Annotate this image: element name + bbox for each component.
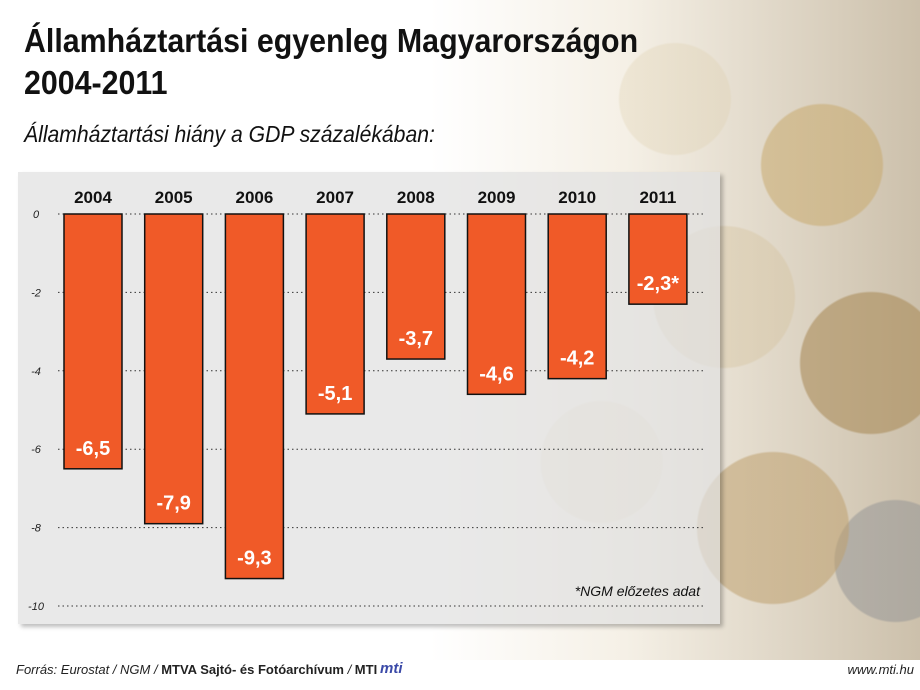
data-label: -3,7 bbox=[399, 328, 433, 350]
mti-logo: mti bbox=[380, 660, 403, 677]
bar bbox=[63, 213, 123, 470]
source-mti: MTI bbox=[354, 662, 378, 677]
bar bbox=[143, 213, 204, 525]
data-label: -7,9 bbox=[156, 493, 190, 515]
chart-subtitle: Államháztartási hiány a GDP százalékában… bbox=[24, 121, 435, 147]
y-tick-label: -10 bbox=[28, 601, 45, 613]
chart-panel: 0 -2 -4 -6 -8 -10 2004 -6,5 2005 -7,9 2006 -9,3 2007… bbox=[18, 172, 720, 624]
bar bbox=[224, 213, 285, 580]
source-prefix: Forrás: Eurostat / NGM / bbox=[16, 662, 162, 677]
chart-annotation: *NGM előzetes adat bbox=[575, 583, 701, 599]
y-tick-label: -2 bbox=[31, 287, 41, 299]
footer-url: www.mti.hu bbox=[847, 662, 914, 677]
bar bbox=[305, 213, 365, 415]
data-label: -6,5 bbox=[76, 438, 110, 460]
bar bbox=[547, 213, 607, 380]
data-label: -2,3* bbox=[637, 273, 679, 295]
bar bbox=[628, 213, 688, 305]
title-line-1: Államháztartási egyenleg Magyarországon bbox=[24, 22, 639, 59]
x-category-label: 2010 bbox=[558, 188, 596, 207]
y-tick-label: -6 bbox=[31, 444, 42, 456]
x-category-label: 2004 bbox=[74, 188, 112, 207]
x-category-label: 2009 bbox=[478, 188, 516, 207]
title-line-2: 2004-2011 bbox=[24, 64, 168, 101]
x-category-label: 2007 bbox=[316, 188, 354, 207]
data-label: -4,6 bbox=[479, 363, 513, 385]
y-tick-label: -4 bbox=[31, 366, 41, 378]
y-tick-label: 0 bbox=[33, 209, 40, 221]
source-separator: / bbox=[343, 662, 355, 677]
x-category-label: 2006 bbox=[235, 188, 273, 207]
bar-chart: 0 -2 -4 -6 -8 -10 2004 -6,5 2005 -7,9 2006 -9,3 2007… bbox=[28, 188, 706, 613]
data-label: -9,3 bbox=[237, 548, 271, 570]
x-category-label: 2011 bbox=[639, 188, 676, 207]
source-credit: Forrás: Eurostat / NGM / MTVA Sajtó- és … bbox=[16, 662, 377, 677]
bar bbox=[386, 213, 446, 360]
x-category-label: 2005 bbox=[155, 188, 193, 207]
x-category-label: 2008 bbox=[397, 188, 435, 207]
data-label: -4,2 bbox=[560, 348, 594, 370]
data-label: -5,1 bbox=[318, 383, 352, 405]
page-title: Államháztartási egyenleg Magyarországon … bbox=[24, 20, 638, 104]
source-archive: MTVA Sajtó- és Fotóarchívum bbox=[161, 662, 344, 677]
y-tick-label: -8 bbox=[31, 523, 42, 535]
bar bbox=[466, 213, 527, 396]
